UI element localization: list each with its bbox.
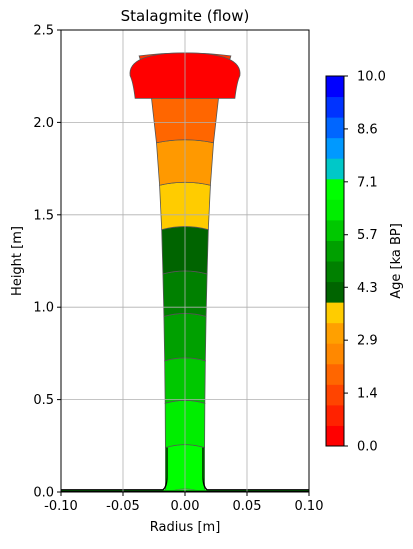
colorbar-tick-label: 1.4 [357, 387, 378, 402]
y-axis-label: Height [m] [10, 226, 25, 296]
colorbar-segment [326, 322, 344, 344]
x-axis-ticks: -0.10 -0.05 0.00 0.05 0.10 [44, 492, 323, 514]
colorbar: 0.0 1.4 2.9 4.3 5.7 7.1 8.6 10.0 [325, 70, 386, 455]
colorbar-segment [326, 158, 344, 180]
x-tick-label: -0.10 [44, 499, 78, 514]
colorbar-segment [326, 281, 344, 303]
x-tick-label: 0.05 [233, 499, 262, 514]
colorbar-frame [325, 75, 345, 447]
x-tick-label: -0.05 [106, 499, 140, 514]
colorbar-label: Age [ka BP] [389, 223, 404, 299]
stalagmite-outline-left [61, 447, 168, 491]
colorbar-segment [326, 76, 344, 98]
colorbar-segment [326, 302, 344, 324]
y-tick-label: 0.5 [33, 393, 54, 408]
colorbar-segment [326, 240, 344, 262]
colorbar-segment [326, 117, 344, 139]
chart-title: Stalagmite (flow) [121, 7, 250, 25]
y-tick-label: 1.0 [33, 301, 54, 316]
colorbar-tick-label: 8.6 [357, 122, 378, 137]
x-axis-label: Radius [m] [150, 520, 221, 535]
colorbar-segment [326, 137, 344, 159]
colorbar-segment [326, 199, 344, 221]
colorbar-segment [326, 96, 344, 118]
colorbar-tick-label: 7.1 [357, 175, 378, 190]
colorbar-segment [326, 219, 344, 241]
y-tick-label: 2.5 [33, 24, 54, 39]
colorbar-tick-label: 2.9 [357, 334, 378, 349]
y-tick-label: 2.0 [33, 116, 54, 131]
colorbar-segment [326, 404, 344, 426]
colorbar-tick-label: 4.3 [357, 281, 378, 296]
colorbar-segment [326, 363, 344, 385]
y-axis-ticks: 0.0 0.5 1.0 1.5 2.0 2.5 [33, 24, 61, 501]
x-tick-label: 0.10 [295, 499, 324, 514]
y-tick-label: 0.0 [33, 486, 54, 501]
colorbar-segment [326, 178, 344, 200]
x-tick-label: 0.00 [171, 499, 200, 514]
colorbar-tick-label: 0.0 [357, 440, 378, 455]
plot-area [60, 29, 310, 493]
colorbar-segment [326, 384, 344, 406]
colorbar-tick-label: 10.0 [357, 70, 386, 85]
colorbar-segment [326, 343, 344, 365]
colorbar-segment [326, 425, 344, 447]
colorbar-tick-label: 5.7 [357, 228, 378, 243]
y-tick-label: 1.5 [33, 208, 54, 223]
colorbar-segment [326, 261, 344, 283]
stalagmite-outline-right [202, 447, 309, 491]
